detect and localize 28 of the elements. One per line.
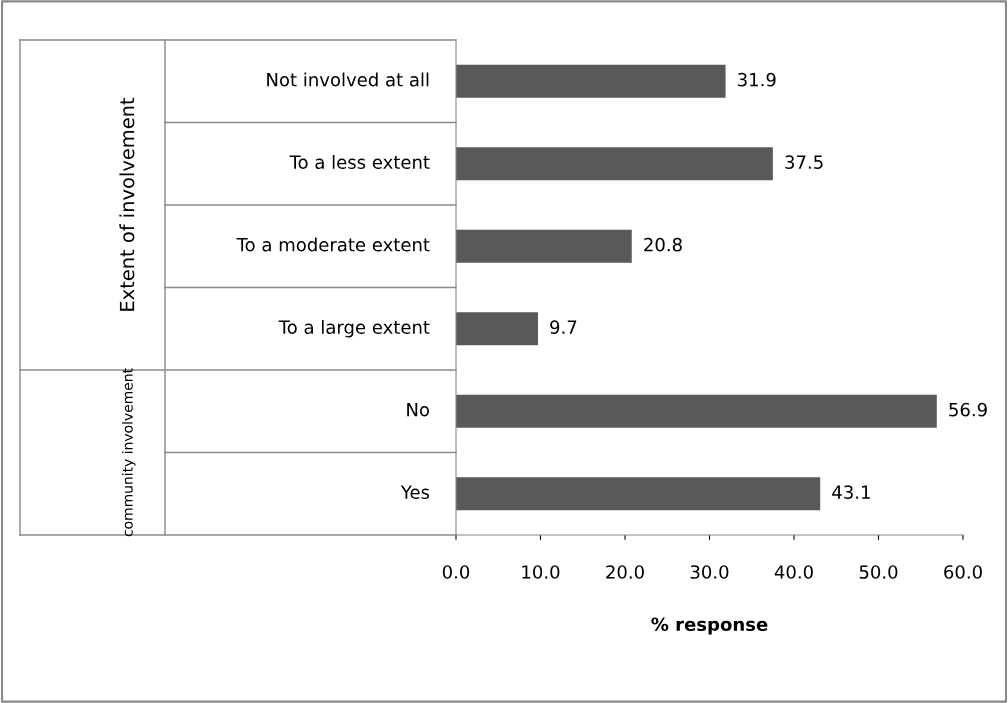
data-label: 20.8 [644,237,682,252]
data-label: 31.9 [738,72,776,87]
x-tick-label: 50.0 [859,565,898,579]
bar [456,394,937,428]
bar [456,312,538,346]
data-label: 9.7 [550,320,577,334]
y-tick-label: Yes [400,485,430,499]
y-tick-label: To a large extent [278,320,430,338]
x-axis-title: % response [651,617,768,635]
y-tick-label: No [407,403,430,417]
bar [456,477,821,511]
x-tick-label: 0.0 [442,565,470,579]
bar [456,64,726,98]
y-tick-label: To a less extent [289,155,430,169]
data-label: 56.9 [949,402,987,417]
y-tick-label: To a moderate extent [236,237,430,252]
x-tick-label: 20.0 [606,565,644,579]
text: community involvement [122,368,136,537]
text: Extent of involvement [119,97,135,311]
bar [456,147,773,181]
bar [456,229,632,263]
x-tick-label: 30.0 [690,565,729,579]
x-tick-label: 60.0 [944,565,982,579]
data-label: 43.1 [832,485,870,499]
y-tick-label: Not involved at all [267,72,429,87]
data-label: 37.5 [785,155,823,169]
x-tick-label: 40.0 [774,565,813,579]
x-tick-label: 10.0 [522,565,560,579]
